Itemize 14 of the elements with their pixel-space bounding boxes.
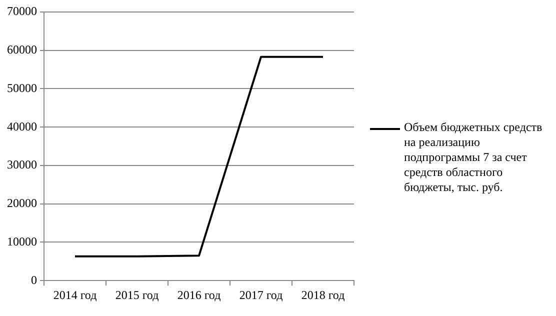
y-tick-label: 10000 (7, 234, 37, 248)
y-tick-label: 0 (31, 272, 37, 287)
x-tick-label: 2016 год (177, 288, 221, 302)
x-tick-label: 2017 год (239, 288, 283, 302)
y-tick-label: 30000 (7, 158, 37, 172)
y-tick-label: 50000 (7, 80, 37, 95)
legend-label: Объем бюджетных средств на реализацию подпрограммы 7 за счет средств областного бюджеты, тыс. руб. (404, 120, 544, 195)
y-tick-label: 40000 (7, 119, 37, 134)
y-tick-label: 70000 (7, 4, 37, 18)
x-tick-label: 2014 год (53, 288, 97, 302)
x-tick-label: 2018 год (301, 288, 345, 302)
y-tick-label: 20000 (7, 196, 37, 210)
y-tick-label: 60000 (7, 42, 37, 57)
x-tick-label: 2015 год (115, 288, 159, 302)
